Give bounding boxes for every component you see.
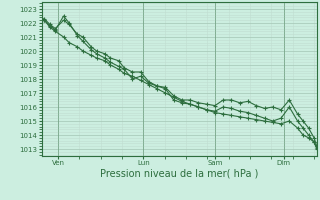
X-axis label: Pression niveau de la mer( hPa ): Pression niveau de la mer( hPa ): [100, 169, 258, 179]
